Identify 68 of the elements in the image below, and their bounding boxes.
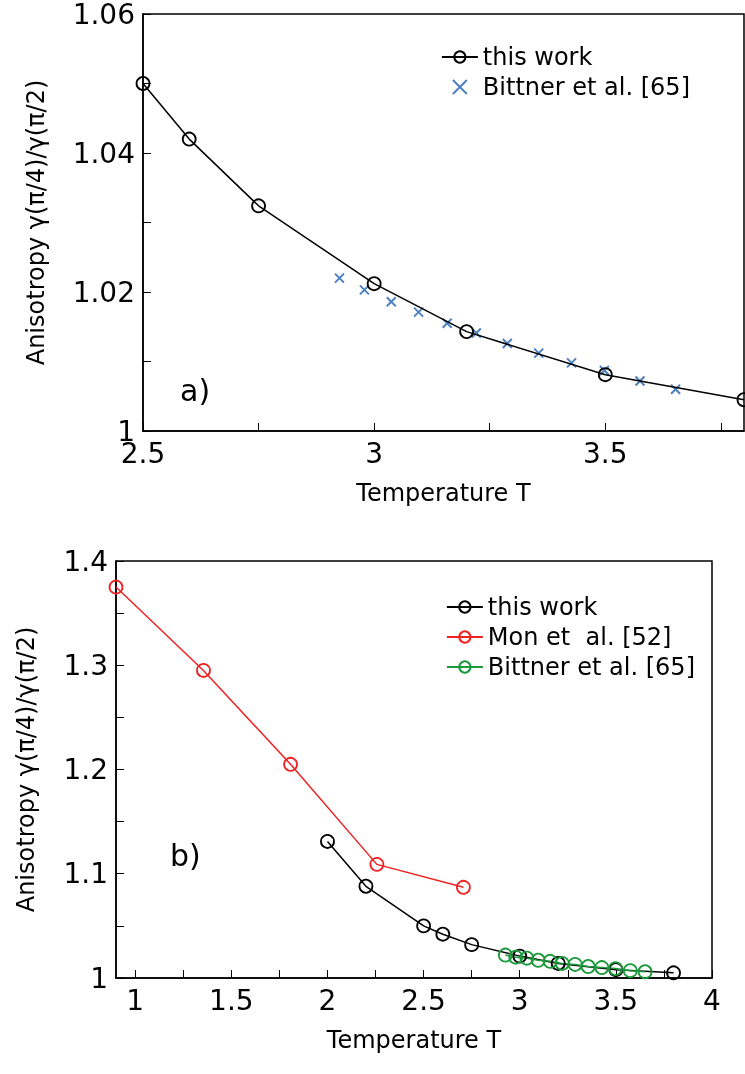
point [530,952,546,968]
point [358,284,370,296]
x-tick-label: 1.5 [209,983,254,1017]
point [470,327,482,339]
legend-label: Bittner et al. [65] [482,73,691,101]
y-tick-label: 1.02 [72,275,135,309]
point [108,579,124,595]
point [542,953,558,969]
x-tick-label: 2.5 [401,983,446,1017]
point [320,834,335,849]
x-axis-title: Temperature T [325,1026,502,1054]
point [554,956,570,971]
point [459,324,475,340]
point [358,878,374,894]
x-tick-label: 4 [703,983,721,1017]
point [283,756,298,772]
point [441,317,453,329]
point [413,306,425,318]
x-tick-label: 2 [318,983,337,1017]
point [251,198,266,214]
point [385,296,397,308]
y-tick-label: 1.4 [63,544,108,578]
point [333,272,345,284]
point [598,365,610,377]
legend-label: this work [482,43,593,71]
y-tick-label: 1.3 [63,648,108,682]
point [196,663,211,678]
point [670,383,682,395]
point [533,347,545,359]
legend-label: this work [487,593,598,621]
x-tick-label: 3.5 [583,436,628,470]
point [497,947,513,963]
point [666,965,681,981]
point [181,131,197,147]
x-tick-label: 3.5 [593,983,639,1017]
point [416,918,432,934]
x-tick-label: 3 [365,436,384,470]
annotation: b) [170,837,201,873]
point [567,957,583,972]
point [464,937,480,953]
x-axis-title: Temperature T [355,479,531,507]
y-tick-label: 1 [90,961,108,995]
point [637,964,653,980]
point [512,948,528,964]
x-tick-label: 3 [510,983,529,1017]
point [566,357,578,369]
legend-label: Mon et al. [52] [487,623,672,651]
point [622,963,638,979]
y-axis-title: Anisotropy γ(π/4)/γ(π/2) [22,79,50,366]
y-tick-label: 1.06 [72,0,135,31]
point [597,367,613,383]
point [456,879,471,895]
y-tick-label: 1.1 [63,857,108,891]
point [594,960,610,975]
y-tick-label: 1.2 [63,753,108,786]
point [366,276,382,292]
point [634,375,646,387]
point [369,856,385,872]
point [501,337,513,349]
point [519,950,535,966]
y-tick-label: 1.04 [72,136,135,170]
legend-label: Bittner et al. [65] [487,653,696,681]
point [550,956,566,971]
y-axis-title: Anisotropy γ(π/4)/γ(π/2) [12,626,40,913]
point [508,949,524,965]
point [435,926,451,942]
point [580,959,596,974]
annotation: a) [180,372,211,408]
